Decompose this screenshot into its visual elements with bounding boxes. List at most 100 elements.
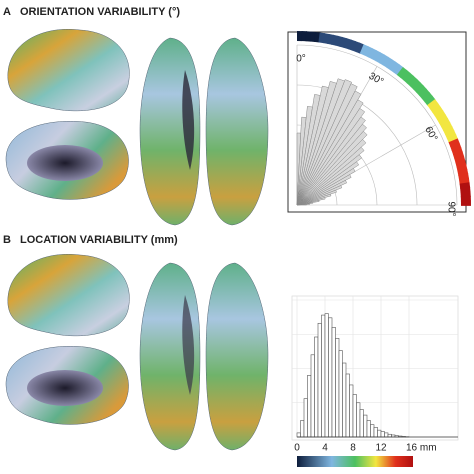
rose-wedge [296,168,356,206]
bar [380,431,385,438]
bar [363,414,368,438]
color-arc [443,126,455,136]
color-arc [460,200,471,206]
color-arc [403,72,415,84]
color-arc [427,99,439,110]
rose-wedge [296,185,343,206]
color-arc [382,56,393,68]
bar [387,433,392,438]
theta-tick-label: 90° [445,201,456,216]
rose-wedge [296,189,337,206]
x-tick-label: 12 [375,443,387,454]
bar [303,398,308,438]
panel-title: LOCATION VARIABILITY (mm) [20,234,178,246]
color-arc [355,42,365,54]
bar [370,424,375,438]
brain-renders-a [5,28,269,226]
rose-wedge [296,83,358,206]
brain-renders-b [5,253,269,451]
bar [384,432,389,438]
rose-wedge [296,108,366,206]
rose-wedge [296,193,332,206]
bar [352,394,357,438]
bar [345,373,350,438]
bar [331,327,336,438]
rose-wedge [296,179,348,206]
plot-frame [287,31,467,213]
color-arc [439,118,451,128]
color-arc [429,102,441,113]
color-arc [359,44,369,56]
panel-letter: A [3,6,11,18]
color-arc [460,191,471,198]
rose-wedge [296,116,366,206]
color-arc [436,114,449,124]
x-tick-label: 0 [294,443,300,454]
color-arc [389,61,401,73]
rose-wedge [296,154,363,206]
bar [324,313,329,438]
color-arc [339,36,348,48]
rose-wedge [296,130,368,206]
rose-wedge [296,174,352,206]
bar [307,375,312,438]
rose-wedge [296,197,326,206]
bar [328,317,333,438]
bar [373,427,378,438]
color-arc [451,146,463,156]
panel-letter: B [3,234,11,246]
color-arc [412,81,424,93]
rose-wedge [296,99,364,206]
color-arc [418,88,430,100]
color-arc [460,186,471,193]
color-arc [424,95,436,106]
bar [321,314,326,438]
rose-wedge [296,139,367,206]
color-arc [393,64,404,76]
plot-frame [291,295,459,441]
rose-wedge [296,123,367,206]
bar [356,402,361,438]
rose-wedge [296,204,307,206]
bar [314,336,319,438]
bar [342,362,347,438]
x-tick-label: 16 mm [406,443,437,454]
colorbar [297,456,413,467]
bar [338,350,343,438]
color-arc [379,54,389,66]
rose-wedge [296,79,352,206]
bar [349,384,354,438]
bar [296,432,301,438]
grid-arc [296,44,458,206]
bar [310,354,315,438]
rose-wedge [296,161,360,206]
color-arc [445,130,457,140]
color-arc [347,39,356,51]
color-arc [432,106,444,117]
color-arc [434,110,446,121]
color-arc [415,85,427,96]
color-arc [343,38,352,50]
color-arc [409,78,421,90]
rose-wedge [296,90,362,206]
charts: 0°30°60°90°0 4 8 12 16 mm [292,31,471,454]
color-arc [367,47,377,60]
rose-wedge [296,146,365,206]
color-arc [406,75,418,87]
x-tick-label: 8 [350,443,356,454]
bar [300,420,305,438]
color-arc [375,52,385,64]
color-arc [450,142,462,152]
rose-wedge [296,200,320,206]
bar [317,322,322,438]
bar [335,338,340,438]
color-arc [400,69,411,81]
bar [366,420,371,438]
color-arc [396,66,408,79]
color-arc [371,49,381,62]
color-arc [448,138,460,148]
panel-title: ORIENTATION VARIABILITY (°) [20,6,180,18]
color-arc [421,91,433,103]
color-arc [386,59,397,71]
